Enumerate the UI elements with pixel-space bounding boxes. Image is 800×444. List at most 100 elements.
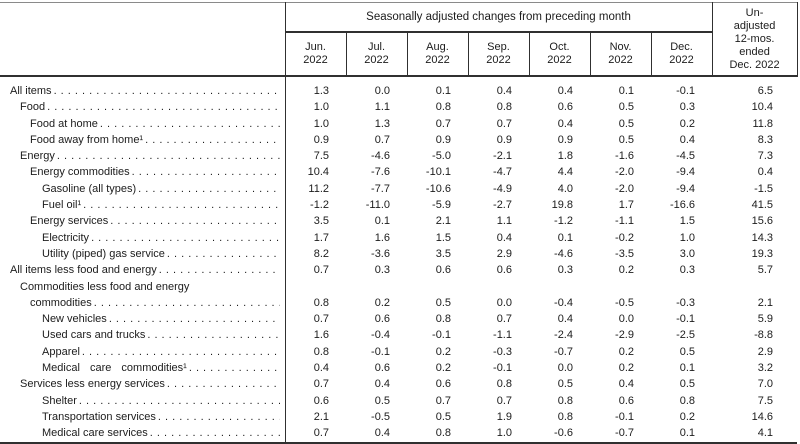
value-cell: 0.6 [313, 394, 329, 407]
value-cell: 0.3 [374, 264, 390, 277]
value-cell: 0.1 [557, 231, 573, 244]
value-cell: -9.4 [676, 166, 696, 179]
value-cell: 1.7 [618, 199, 634, 212]
table-row: Food at home 1.0 1.3 0.7 0.7 0.4 0.5 0.2 11.8 [0, 115, 797, 132]
value-cell-unadjusted: 10.4 [751, 101, 774, 114]
value-cell-unadjusted: 19.3 [751, 247, 774, 260]
dot-leader [82, 344, 280, 360]
value-cell: -16.6 [669, 199, 696, 212]
value-cell-unadjusted: 3.2 [757, 362, 774, 375]
row-label: Fuel oil¹ [0, 197, 286, 214]
dot-leader [57, 148, 280, 164]
value-cell: 0.7 [313, 313, 329, 326]
value-cell: 0.4 [679, 133, 696, 146]
value-cell: 0.7 [435, 394, 451, 407]
table-row: Energy 7.5 -4.6 -5.0 -2.1 1.8 -1.6 -4.5 7.3 [0, 148, 797, 165]
value-cell: 0.3 [679, 101, 696, 114]
value-cell: 8.2 [313, 247, 329, 260]
value-cell: -2.1 [493, 150, 512, 163]
row-label: Medical care commodities¹ [0, 360, 286, 377]
value-cell: -0.3 [493, 345, 512, 358]
row-label: Electricity [0, 229, 286, 246]
row-label: Utility (piped) gas service [0, 245, 286, 263]
value-cell: 11.2 [308, 182, 329, 195]
value-cell: 0.8 [435, 101, 451, 114]
value-cell-unadjusted: 2.1 [757, 296, 774, 309]
value-cell: 0.8 [496, 378, 512, 391]
table-row: Shelter 0.6 0.5 0.7 0.7 0.8 0.6 0.8 7.5 [0, 392, 797, 409]
value-cell: 0.7 [374, 133, 390, 146]
header-row-top: Seasonally adjusted changes from precedi… [0, 2, 798, 77]
row-label: Services less energy services [0, 376, 286, 393]
value-cell: 0.2 [435, 345, 451, 358]
value-cell: -0.7 [590, 425, 651, 444]
value-cell-unadjusted: 4.1 [712, 425, 798, 444]
value-cell: 1.0 [679, 231, 696, 244]
value-cell: 0.5 [557, 378, 573, 391]
value-cell: -4.6 [371, 150, 390, 163]
column-header-month-3: Sep. 2022 [467, 32, 530, 77]
value-cell: 0.7 [496, 313, 512, 326]
value-cell: 1.0 [313, 117, 329, 130]
value-cell: 0.8 [557, 410, 573, 423]
column-header-month-1: Jul. 2022 [345, 32, 408, 77]
value-cell: -4.5 [676, 150, 696, 163]
row-label: Food [0, 99, 286, 116]
table-body: All items 1.3 0.0 0.1 0.4 0.4 0.1 -0.1 6.5 Food 1.… [0, 76, 798, 444]
value-cell: -0.4 [554, 296, 573, 309]
value-cell: 0.2 [618, 264, 634, 277]
value-cell-unadjusted: 41.5 [751, 199, 774, 212]
column-header-month-5: Nov. 2022 [589, 32, 652, 77]
value-cell: 0.5 [435, 296, 451, 309]
row-label: Apparel [0, 343, 286, 361]
value-cell: 0.4 [557, 85, 573, 97]
table-row: Medical care commodities¹ 0.4 0.6 0.2 -0.1 0.… [0, 360, 797, 377]
value-cell: 7.5 [313, 150, 329, 163]
table-row: All items 1.3 0.0 0.1 0.4 0.4 0.1 -0.1 6.5 [0, 76, 797, 100]
value-cell: 19.8 [551, 199, 573, 212]
value-cell: 0.9 [313, 133, 329, 146]
value-cell: 0.8 [313, 345, 329, 358]
dot-leader [79, 393, 280, 409]
value-cell: -1.6 [615, 150, 634, 163]
dot-leader [100, 116, 280, 132]
value-cell: 0.4 [557, 313, 573, 326]
value-cell: 3.0 [679, 247, 696, 260]
value-cell: -7.6 [371, 166, 390, 179]
dot-leader [145, 132, 279, 148]
value-cell: 1.8 [557, 150, 573, 163]
value-cell: 0.1 [618, 85, 634, 97]
value-cell: 0.6 [374, 313, 390, 326]
row-label: Energy services [0, 213, 286, 230]
value-cell-unadjusted: 8.3 [757, 133, 774, 146]
column-header-month-4: Oct. 2022 [528, 32, 591, 77]
month-header-row: Jun. 2022 Jul. 2022 Aug. 2022 Sep. 2022 Oct.… [0, 32, 797, 77]
table-row: Energy commodities 10.4 -7.6 -10.1 -4.7 4.4 -2… [0, 164, 797, 181]
value-cell-unadjusted: 7.3 [757, 150, 774, 163]
value-cell-unadjusted: 5.7 [757, 264, 774, 277]
value-cell: -7.7 [371, 182, 390, 195]
dot-leader [110, 213, 279, 229]
value-cell: 0.5 [435, 410, 451, 423]
value-cell-unadjusted: 11.8 [752, 117, 774, 130]
dot-leader [132, 164, 280, 180]
value-cell: -0.3 [676, 296, 696, 309]
value-cell: 0.7 [285, 425, 346, 444]
value-cell: 0.8 [407, 425, 468, 444]
row-label: Food away from home¹ [0, 131, 286, 149]
value-cell: 0.7 [313, 378, 329, 391]
dot-leader [150, 425, 280, 441]
value-cell: 1.3 [374, 117, 390, 130]
table-row: Utility (piped) gas service 8.2 -3.6 3.5 2.9… [0, 245, 797, 263]
value-cell-unadjusted: 6.5 [757, 85, 774, 97]
value-cell: -2.4 [554, 329, 573, 342]
value-cell: -4.9 [493, 182, 512, 195]
value-cell: -0.2 [615, 231, 634, 244]
table-row: Used cars and trucks 1.6 -0.4 -0.1 -1.1 -2.4 -… [0, 327, 797, 344]
table-row: New vehicles 0.7 0.6 0.8 0.7 0.4 0.0 -0.1 5.9 [0, 311, 797, 328]
value-cell: -10.1 [425, 166, 451, 179]
value-cell: 0.8 [557, 394, 573, 407]
value-cell: 0.4 [313, 362, 329, 375]
value-cell: 0.8 [679, 394, 696, 407]
